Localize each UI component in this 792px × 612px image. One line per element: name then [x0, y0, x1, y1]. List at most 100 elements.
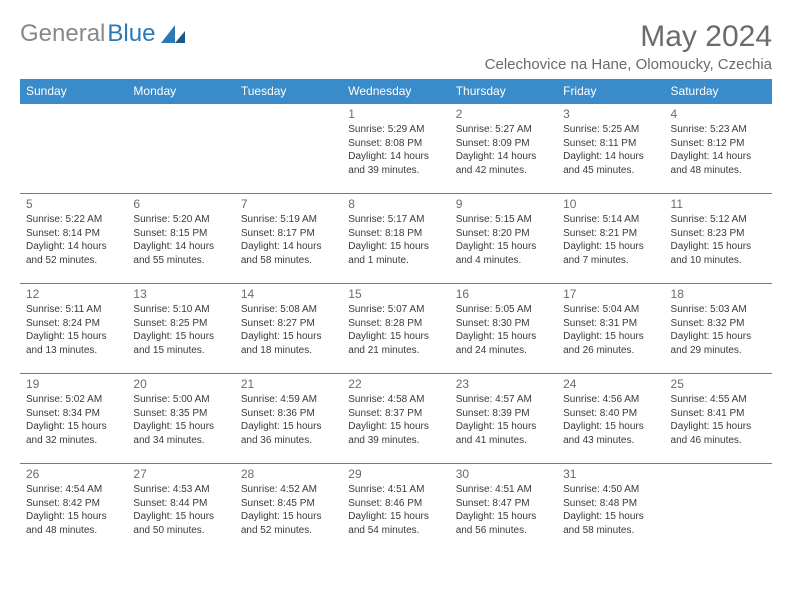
- calendar-empty-cell: [20, 104, 127, 194]
- calendar-day-cell: 10 Sunrise: 5:14 AMSunset: 8:21 PMDayligh…: [557, 194, 664, 284]
- day-number: 12: [26, 287, 121, 301]
- sunset-line: Sunset: 8:12 PM: [671, 137, 766, 151]
- day-number: 20: [133, 377, 228, 391]
- calendar-week-row: 1Sunrise: 5:29 AMSunset: 8:08 PMDaylight…: [20, 104, 772, 194]
- calendar-week-row: 26Sunrise: 4:54 AMSunset: 8:42 PMDayligh…: [20, 464, 772, 554]
- day-number: 18: [671, 287, 766, 301]
- calendar-week-row: 5Sunrise: 5:22 AMSunset: 8:14 PMDaylight…: [20, 194, 772, 284]
- calendar-day-cell: 17Sunrise: 5:04 AMSunset: 8:31 PMDayligh…: [557, 284, 664, 374]
- sunrise-line: Sunrise: 5:29 AM: [348, 123, 443, 137]
- calendar-day-cell: 31Sunrise: 4:50 AMSunset: 8:48 PMDayligh…: [557, 464, 664, 554]
- daylight-line: Daylight: 15 hours and 26 minutes.: [563, 330, 658, 357]
- weekday-header: Saturday: [665, 79, 772, 104]
- daylight-line: Daylight: 15 hours and 4 minutes.: [456, 240, 551, 267]
- calendar-day-cell: 21Sunrise: 4:59 AMSunset: 8:36 PMDayligh…: [235, 374, 342, 464]
- calendar-day-cell: 16Sunrise: 5:05 AMSunset: 8:30 PMDayligh…: [450, 284, 557, 374]
- day-info: Sunrise: 5:27 AMSunset: 8:09 PMDaylight:…: [456, 123, 551, 177]
- calendar-day-cell: 13Sunrise: 5:10 AMSunset: 8:25 PMDayligh…: [127, 284, 234, 374]
- day-info: Sunrise: 5:23 AMSunset: 8:12 PMDaylight:…: [671, 123, 766, 177]
- day-info: Sunrise: 5:20 AMSunset: 8:15 PMDaylight:…: [133, 213, 228, 267]
- sunrise-line: Sunrise: 4:56 AM: [563, 393, 658, 407]
- day-info: Sunrise: 4:51 AMSunset: 8:46 PMDaylight:…: [348, 483, 443, 537]
- sunrise-line: Sunrise: 4:54 AM: [26, 483, 121, 497]
- sunset-line: Sunset: 8:48 PM: [563, 497, 658, 511]
- sunrise-line: Sunrise: 4:57 AM: [456, 393, 551, 407]
- day-number: 14: [241, 287, 336, 301]
- sunset-line: Sunset: 8:31 PM: [563, 317, 658, 331]
- day-info: Sunrise: 5:04 AMSunset: 8:31 PMDaylight:…: [563, 303, 658, 357]
- sunset-line: Sunset: 8:44 PM: [133, 497, 228, 511]
- calendar-week-row: 19Sunrise: 5:02 AMSunset: 8:34 PMDayligh…: [20, 374, 772, 464]
- calendar-table: SundayMondayTuesdayWednesdayThursdayFrid…: [20, 79, 772, 553]
- sunrise-line: Sunrise: 5:07 AM: [348, 303, 443, 317]
- day-info: Sunrise: 5:08 AMSunset: 8:27 PMDaylight:…: [241, 303, 336, 357]
- daylight-line: Daylight: 15 hours and 10 minutes.: [671, 240, 766, 267]
- sunset-line: Sunset: 8:34 PM: [26, 407, 121, 421]
- calendar-day-cell: 26 Sunrise: 4:54 AMSunset: 8:42 PMDayligh…: [20, 464, 127, 554]
- sunrise-line: Sunrise: 5:22 AM: [26, 213, 121, 227]
- daylight-line: Daylight: 15 hours and 52 minutes.: [241, 510, 336, 537]
- daylight-line: Daylight: 15 hours and 50 minutes.: [133, 510, 228, 537]
- sunset-line: Sunset: 8:40 PM: [563, 407, 658, 421]
- day-info: Sunrise: 5:29 AMSunset: 8:08 PMDaylight:…: [348, 123, 443, 177]
- day-number: 28: [241, 467, 336, 481]
- sunset-line: Sunset: 8:21 PM: [563, 227, 658, 241]
- daylight-line: Daylight: 15 hours and 13 minutes.: [26, 330, 121, 357]
- sunrise-line: Sunrise: 5:03 AM: [671, 303, 766, 317]
- sunset-line: Sunset: 8:42 PM: [26, 497, 121, 511]
- sunrise-line: Sunrise: 4:59 AM: [241, 393, 336, 407]
- calendar-day-cell: 24Sunrise: 4:56 AMSunset: 8:40 PMDayligh…: [557, 374, 664, 464]
- calendar-day-cell: 2Sunrise: 5:27 AMSunset: 8:09 PMDaylight…: [450, 104, 557, 194]
- daylight-line: Daylight: 15 hours and 34 minutes.: [133, 420, 228, 447]
- day-number: 3: [563, 107, 658, 121]
- sunset-line: Sunset: 8:35 PM: [133, 407, 228, 421]
- sunset-line: Sunset: 8:45 PM: [241, 497, 336, 511]
- daylight-line: Daylight: 15 hours and 58 minutes.: [563, 510, 658, 537]
- day-number: 26: [26, 467, 121, 481]
- day-info: Sunrise: 4:59 AMSunset: 8:36 PMDaylight:…: [241, 393, 336, 447]
- day-number: 19: [26, 377, 121, 391]
- logo-word2: Blue: [107, 20, 155, 48]
- day-number: 24: [563, 377, 658, 391]
- daylight-line: Daylight: 15 hours and 32 minutes.: [26, 420, 121, 447]
- daylight-line: Daylight: 15 hours and 46 minutes.: [671, 420, 766, 447]
- day-number: 7: [241, 197, 336, 211]
- day-info: Sunrise: 5:14 AMSunset: 8:21 PMDaylight:…: [563, 213, 658, 267]
- location-text: Celechovice na Hane, Olomoucky, Czechia: [485, 56, 772, 73]
- day-number: 5: [26, 197, 121, 211]
- calendar-empty-cell: [127, 104, 234, 194]
- day-info: Sunrise: 4:51 AMSunset: 8:47 PMDaylight:…: [456, 483, 551, 537]
- daylight-line: Daylight: 15 hours and 36 minutes.: [241, 420, 336, 447]
- day-number: 11: [671, 197, 766, 211]
- sunset-line: Sunset: 8:14 PM: [26, 227, 121, 241]
- day-number: 8: [348, 197, 443, 211]
- sunrise-line: Sunrise: 4:51 AM: [456, 483, 551, 497]
- sunrise-line: Sunrise: 5:17 AM: [348, 213, 443, 227]
- calendar-day-cell: 22Sunrise: 4:58 AMSunset: 8:37 PMDayligh…: [342, 374, 449, 464]
- day-number: 31: [563, 467, 658, 481]
- day-info: Sunrise: 5:15 AMSunset: 8:20 PMDaylight:…: [456, 213, 551, 267]
- sunset-line: Sunset: 8:24 PM: [26, 317, 121, 331]
- day-info: Sunrise: 5:00 AMSunset: 8:35 PMDaylight:…: [133, 393, 228, 447]
- daylight-line: Daylight: 15 hours and 21 minutes.: [348, 330, 443, 357]
- daylight-line: Daylight: 14 hours and 52 minutes.: [26, 240, 121, 267]
- weekday-header: Sunday: [20, 79, 127, 104]
- day-info: Sunrise: 5:25 AMSunset: 8:11 PMDaylight:…: [563, 123, 658, 177]
- daylight-line: Daylight: 15 hours and 7 minutes.: [563, 240, 658, 267]
- sunset-line: Sunset: 8:28 PM: [348, 317, 443, 331]
- calendar-day-cell: 5 Sunrise: 5:22 AMSunset: 8:14 PMDaylight…: [20, 194, 127, 284]
- calendar-week-row: 12Sunrise: 5:11 AMSunset: 8:24 PMDayligh…: [20, 284, 772, 374]
- day-number: 10: [563, 197, 658, 211]
- day-info: Sunrise: 4:54 AMSunset: 8:42 PMDaylight:…: [26, 483, 121, 537]
- sunrise-line: Sunrise: 5:08 AM: [241, 303, 336, 317]
- day-number: 13: [133, 287, 228, 301]
- sunset-line: Sunset: 8:23 PM: [671, 227, 766, 241]
- calendar-day-cell: 23Sunrise: 4:57 AMSunset: 8:39 PMDayligh…: [450, 374, 557, 464]
- sunrise-line: Sunrise: 5:05 AM: [456, 303, 551, 317]
- day-info: Sunrise: 4:52 AMSunset: 8:45 PMDaylight:…: [241, 483, 336, 537]
- day-number: 30: [456, 467, 551, 481]
- day-info: Sunrise: 4:57 AMSunset: 8:39 PMDaylight:…: [456, 393, 551, 447]
- day-number: 22: [348, 377, 443, 391]
- sunset-line: Sunset: 8:20 PM: [456, 227, 551, 241]
- day-info: Sunrise: 5:17 AMSunset: 8:18 PMDaylight:…: [348, 213, 443, 267]
